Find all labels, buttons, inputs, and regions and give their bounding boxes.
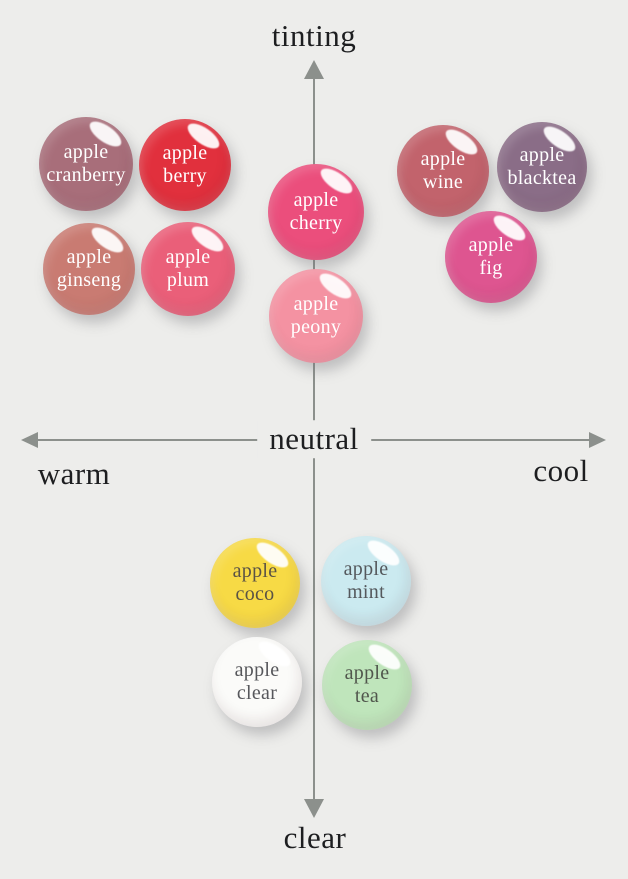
swatch-label-line2: cherry	[289, 212, 343, 234]
swatch-label-line2: wine	[422, 171, 464, 193]
swatch-apple-mint: apple mint	[321, 535, 411, 626]
swatch-label-line2: peony	[290, 316, 342, 338]
axis-label-clear: clear	[283, 820, 347, 855]
axis-label-cool: cool	[533, 453, 589, 488]
axis-label-warm: warm	[37, 456, 111, 491]
swatch-label-line1: apple	[232, 560, 278, 582]
swatch-apple-peony: apple peony	[269, 268, 363, 363]
swatch-label-line2: ginseng	[56, 269, 122, 291]
swatch-apple-blacktea: apple blacktea	[497, 121, 587, 212]
swatch-label-line1: apple	[234, 659, 280, 681]
swatch-label-line1: apple	[293, 293, 339, 315]
swatch-label-line1: apple	[468, 234, 514, 256]
swatch-label-line1: apple	[344, 662, 390, 684]
swatch-label-line1: apple	[420, 148, 466, 170]
swatch-label-line2: coco	[235, 583, 275, 605]
swatch-label-line2: plum	[166, 269, 210, 291]
swatch-label-line1: apple	[519, 144, 565, 166]
arrow-up-icon	[304, 60, 324, 79]
swatch-label-line1: apple	[293, 189, 339, 211]
arrow-right-icon	[589, 432, 606, 448]
swatch-label-line1: apple	[63, 141, 109, 163]
swatch-apple-fig: apple fig	[445, 210, 537, 303]
swatch-apple-coco: apple coco	[210, 537, 300, 628]
swatch-label-line2: blacktea	[507, 167, 577, 189]
swatch-label-line2: cranberry	[46, 164, 126, 186]
arrow-left-icon	[21, 432, 38, 448]
swatch-label-line1: apple	[165, 246, 211, 268]
arrow-down-icon	[304, 799, 324, 818]
swatch-apple-cranberry: apple cranberry	[39, 116, 133, 211]
swatch-label-line2: tea	[354, 685, 380, 707]
swatch-apple-clear: apple clear	[212, 636, 302, 727]
swatch-apple-wine: apple wine	[397, 124, 489, 217]
swatch-label-line1: apple	[343, 558, 389, 580]
swatch-apple-ginseng: apple ginseng	[43, 222, 135, 315]
swatch-label-line1: apple	[66, 246, 112, 268]
swatch-apple-cherry: apple cherry	[268, 163, 364, 260]
axis-label-tinting: tinting	[271, 18, 357, 53]
swatch-label-line2: fig	[479, 257, 503, 279]
swatch-label-line1: apple	[162, 142, 208, 164]
axis-label-neutral: neutral	[257, 420, 371, 459]
swatch-apple-tea: apple tea	[322, 639, 412, 730]
swatch-apple-plum: apple plum	[141, 221, 235, 316]
swatch-apple-berry: apple berry	[139, 118, 231, 211]
swatch-label-line2: berry	[163, 165, 207, 187]
swatch-label-line2: mint	[347, 581, 385, 603]
swatch-label-line2: clear	[236, 682, 278, 704]
